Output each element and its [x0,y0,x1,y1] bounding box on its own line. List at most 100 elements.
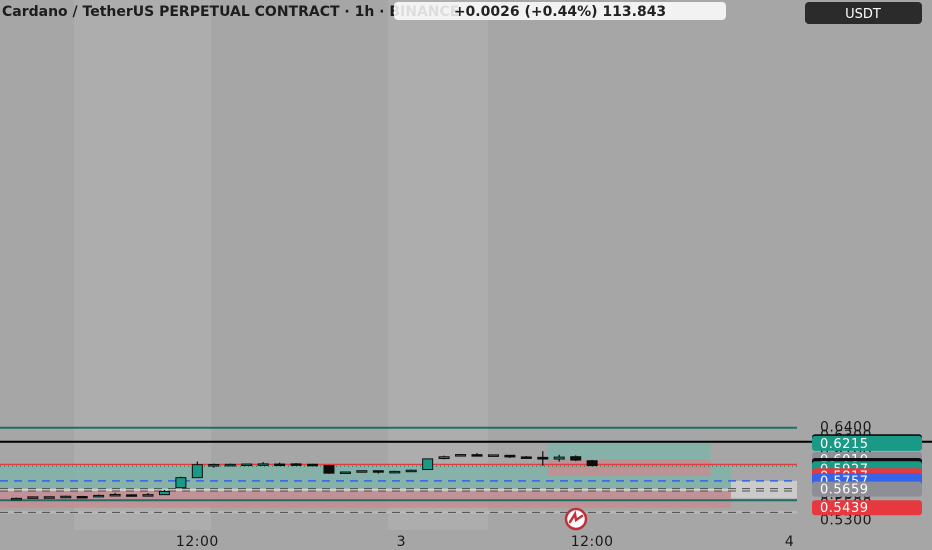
price-tag-bg [812,481,922,497]
bear-candle[interactable] [274,462,286,467]
candle-body [438,456,450,460]
horizontal-levels [0,426,932,513]
bull-candle[interactable] [339,471,351,474]
candle-body [208,464,220,467]
candle-body [405,469,417,473]
candle-body [537,456,549,460]
price-tag-text: 0.5439 [820,501,869,516]
bear-candle[interactable] [586,459,598,467]
candles [10,451,598,501]
session-band [388,0,488,530]
currency-button-bg [805,2,922,24]
price-tag: 0.6215 [812,435,922,452]
entry-band [0,488,731,492]
bull-candle[interactable] [191,461,203,479]
candle-body [93,494,105,498]
projection-box [731,480,797,499]
candle-body [60,495,72,499]
bull-candle[interactable] [455,453,467,457]
candle-body [323,465,335,474]
candle-body [586,460,598,467]
currency-button[interactable]: USDT [805,2,922,24]
candle-body [504,454,516,458]
bull-candle[interactable] [142,493,154,497]
bear-candle[interactable] [76,495,88,499]
symbol-title: Cardano / TetherUS PERPETUAL CONTRACT · … [2,4,459,20]
bear-candle[interactable] [290,463,302,466]
stop-zone[interactable] [0,489,731,508]
bull-candle[interactable] [93,494,105,498]
time-tick-label: 12:00 [176,534,219,550]
replay-icon[interactable] [564,507,588,531]
stop-zone[interactable] [547,459,711,476]
candle-body [471,454,483,457]
bull-candle[interactable] [27,496,39,499]
bull-candle[interactable] [224,463,236,467]
bear-candle[interactable] [537,451,549,466]
price-tag-text: 0.6215 [820,437,869,452]
candle-body [455,454,467,457]
time-tick-label: 12:00 [571,534,614,550]
bull-candle[interactable] [487,454,499,457]
bull-candle[interactable] [10,497,22,501]
price-tick-label: 0.6400 [820,419,872,435]
price-tag: 0.5659 [812,481,922,498]
bull-candle[interactable] [109,492,121,497]
bull-candle[interactable] [553,454,565,462]
candle-body [126,494,138,497]
bull-candle[interactable] [208,463,220,468]
candle-body [142,494,154,497]
candle-body [257,463,269,466]
price-axis[interactable]: 0.64000.63000.62000.61000.60000.59000.58… [812,419,922,529]
bear-candle[interactable] [504,454,516,458]
bear-candle[interactable] [323,465,335,474]
price-tag: 0.5439 [812,500,922,516]
bull-candle[interactable] [175,476,187,489]
candle-body [175,477,187,489]
candle-body [307,463,318,467]
ohlc-overlay: +0.0026 (+0.44%) 113.843 [454,4,666,20]
bear-candle[interactable] [471,453,483,457]
candle-body [191,464,203,479]
bull-candle[interactable] [241,463,253,467]
candle-body [389,470,401,474]
candle-body [10,497,22,501]
bull-candle[interactable] [60,495,72,499]
bear-candle[interactable] [126,494,138,497]
price-tag-text: 0.5659 [820,483,869,498]
candle-body [422,458,434,471]
candle-body [520,456,532,459]
bull-candle[interactable] [158,489,170,496]
bull-candle[interactable] [257,462,269,466]
candle-body [241,463,253,467]
bull-candle[interactable] [43,496,55,499]
candle-body [224,463,236,467]
bear-candle[interactable] [520,456,532,459]
ohlc-overlay-bg [394,2,726,20]
candle-body [43,496,55,499]
replay-icon-glyph [568,510,584,524]
chart-header: Cardano / TetherUS PERPETUAL CONTRACT · … [2,2,726,20]
bull-candle[interactable] [438,455,450,460]
bear-candle[interactable] [307,463,318,467]
candle-body [158,490,170,496]
bear-candle[interactable] [372,470,384,474]
bull-candle[interactable] [389,470,401,474]
candle-body [570,456,582,461]
candle-body [553,456,565,460]
session-band [74,0,211,530]
price-tag-bg [812,435,922,451]
currency-label: USDT [845,7,881,22]
candle-body [372,470,384,473]
bull-candle[interactable] [422,458,434,471]
price-tick-label: 0.5300 [820,513,872,529]
candle-body [274,463,286,467]
bear-candle[interactable] [570,455,582,462]
time-axis[interactable]: 12:00 3 12:00 4 [176,534,794,550]
bull-candle[interactable] [356,470,368,473]
bull-candle[interactable] [405,469,417,473]
time-tick-label: 4 [785,534,794,550]
candle-body [356,470,368,473]
